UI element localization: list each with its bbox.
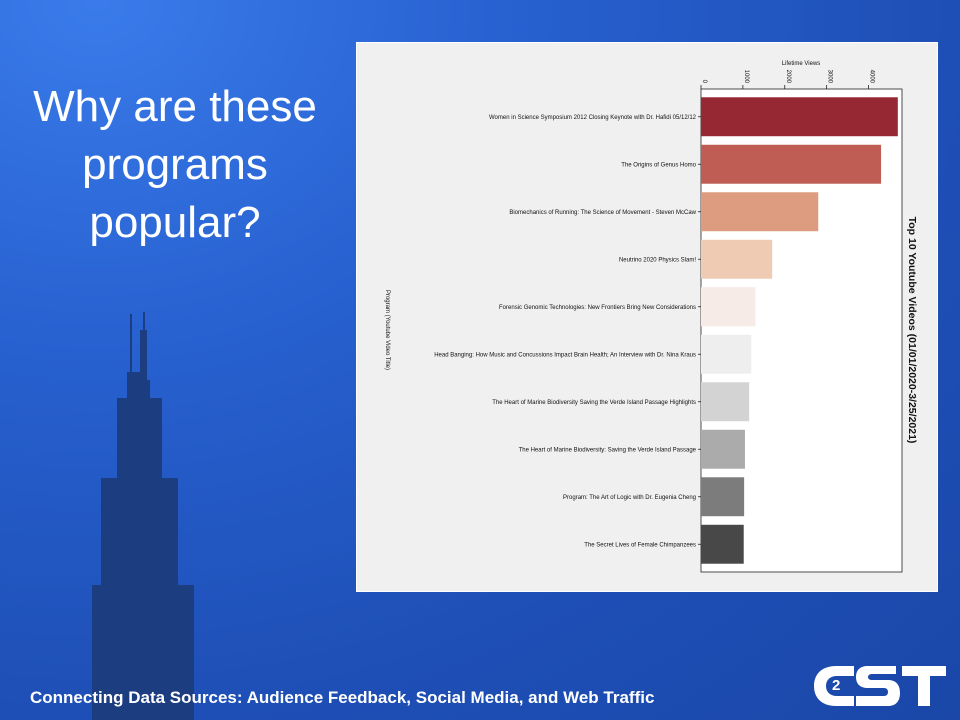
bar-chart: Lifetime Views Top 10 Youtube Videos (01… [384,61,918,573]
x-axis-label: Lifetime Views [782,61,821,67]
chart-panel: Lifetime Views Top 10 Youtube Videos (01… [356,42,938,592]
category-label: The Heart of Marine Biodiversity Saving … [492,400,696,406]
category-label: The Heart of Marine Biodiversity: Saving… [519,447,697,453]
bar [701,239,773,279]
x-tick-label: 4000 [869,70,875,84]
bars [701,97,898,564]
bar [701,477,745,517]
bar [701,287,756,327]
tower-silhouette-icon [92,312,194,720]
bar [701,192,819,232]
slide-title-line: programs [82,140,268,189]
bar [701,524,744,564]
svg-text:2: 2 [832,677,840,694]
x-ticks: 0 1000 2000 3000 4000 [700,70,875,89]
category-labels: Women in Science Symposium 2012 Closing … [434,115,701,548]
y-axis-label: Program (Youtube Video Title) [384,290,390,370]
slide-title: Why are these programs popular? [20,78,330,252]
category-label: The Origins of Genus Homo [621,162,696,168]
bar [701,382,750,422]
slide-title-line: popular? [89,198,261,247]
bar [701,97,898,137]
category-label: Program: The Art of Logic with Dr. Eugen… [563,495,696,501]
chart-title: Top 10 Youtube Videos (01/01/2020-3/25/2… [906,217,918,444]
x-tick-label: 1000 [743,70,749,84]
c2st-logo-icon: 2 [814,666,946,706]
x-tick-label: 0 [701,80,707,84]
category-label: Women in Science Symposium 2012 Closing … [489,115,697,121]
x-tick-label: 2000 [785,70,791,84]
category-label: Forensic Genomic Technologies: New Front… [499,305,696,311]
x-tick-label: 3000 [827,70,833,84]
category-label: The Secret Lives of Female Chimpanzees [584,542,696,548]
bar [701,144,882,184]
category-label: Neutrino 2020 Physics Slam! [619,257,696,263]
bar [701,429,745,469]
footer-text: Connecting Data Sources: Audience Feedba… [30,688,655,707]
category-label: Biomechanics of Running: The Science of … [509,210,696,216]
category-label: Head Banging: How Music and Concussions … [434,352,696,358]
bar [701,334,752,374]
slide-title-line: Why are these [33,82,317,131]
